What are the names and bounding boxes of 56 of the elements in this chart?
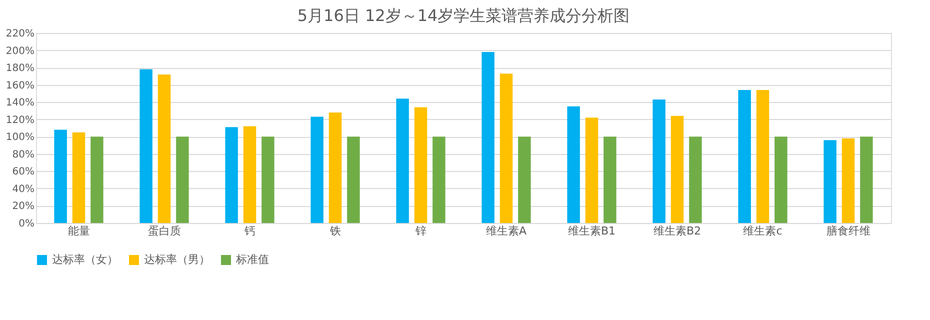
legend-label: 达标率（女） [52, 253, 118, 266]
bar [604, 136, 616, 223]
bar [518, 136, 531, 223]
y-tick-label: 200% [6, 46, 34, 57]
bar [54, 130, 67, 223]
bar [310, 116, 324, 223]
bar [585, 118, 598, 223]
bar [176, 136, 189, 223]
bar [860, 136, 873, 223]
x-tick-label: 蛋白质 [148, 224, 181, 238]
bar [500, 74, 513, 223]
bar [738, 90, 751, 223]
legend-label: 标准值 [235, 253, 269, 266]
y-tick-label: 20% [12, 201, 34, 212]
x-tick-label: 维生素B1 [568, 224, 616, 238]
bar [432, 136, 446, 223]
bar [158, 74, 171, 223]
x-tick-label: 维生素A [486, 224, 527, 238]
bar [774, 136, 788, 223]
bar [756, 90, 770, 223]
x-tick-label: 锌 [414, 224, 426, 238]
y-tick-label: 100% [6, 132, 34, 144]
bar [396, 98, 409, 223]
bar [225, 127, 238, 223]
x-tick-label: 钙 [243, 224, 256, 238]
bar [567, 106, 580, 223]
bar [414, 107, 428, 223]
bar [670, 116, 684, 223]
bar [90, 136, 104, 223]
bar [689, 136, 702, 223]
bar [824, 140, 836, 223]
y-tick-label: 120% [6, 114, 34, 126]
bar [347, 136, 360, 223]
x-tick-label: 维生素B2 [653, 224, 702, 238]
y-tick-label: 140% [6, 98, 34, 109]
x-tick-label: 能量 [68, 224, 90, 238]
legend-label: 达标率（男） [144, 253, 210, 266]
y-tick-label: 80% [12, 149, 34, 160]
bar [652, 100, 666, 223]
y-tick-label: 40% [12, 184, 34, 195]
y-tick-label: 180% [6, 63, 34, 74]
x-tick-label: 维生素c [743, 224, 782, 238]
y-tick-label: 60% [12, 166, 34, 178]
bar [842, 138, 855, 223]
y-tick-label: 160% [6, 80, 34, 92]
bar [243, 126, 256, 223]
y-tick-label: 220% [6, 28, 34, 40]
y-tick-label: 0% [18, 218, 34, 230]
x-tick-label: 铁 [328, 224, 341, 238]
bar [328, 112, 342, 223]
bar [140, 69, 152, 223]
bar [482, 52, 494, 223]
bar [72, 132, 86, 223]
x-tick-label: 膳食纤维 [826, 224, 870, 238]
chart-title: 5月16日 12岁～14岁学生菜谱营养成分分析图 [297, 6, 630, 25]
bar [262, 136, 274, 223]
